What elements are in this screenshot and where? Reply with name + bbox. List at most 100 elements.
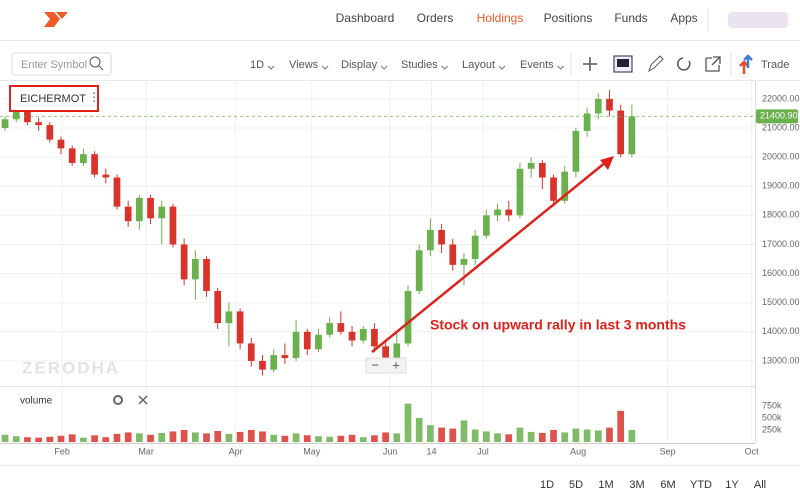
logo[interactable] — [44, 12, 60, 27]
range-button[interactable]: YTD — [690, 479, 712, 491]
candle-body — [203, 259, 210, 292]
volume-bar — [359, 437, 367, 442]
zoom-out[interactable]: − — [371, 357, 379, 372]
candle-body — [494, 209, 501, 216]
x-tick-label: Jun — [383, 446, 398, 456]
range-button[interactable]: 1D — [540, 479, 554, 491]
search-icon-handle — [98, 65, 104, 71]
candle-body — [404, 291, 412, 344]
volume-bar — [583, 429, 591, 442]
range-button[interactable]: 1Y — [725, 479, 739, 491]
candle-body — [180, 244, 188, 280]
nav-item[interactable]: Orders — [417, 11, 454, 25]
ranges: 1D 5D 1M 3M 6M YTD 1Y All — [540, 479, 766, 491]
toolbar-menu[interactable]: Layout — [462, 59, 495, 71]
volume-bar — [68, 434, 76, 442]
volume-bar — [214, 430, 222, 442]
popout-icon[interactable] — [705, 56, 721, 72]
candle-body — [371, 328, 378, 347]
candle-body — [124, 206, 132, 222]
search-box[interactable] — [11, 52, 112, 76]
annotation-arrow — [371, 161, 607, 353]
volume-bar — [460, 420, 468, 442]
add-icon[interactable] — [583, 57, 597, 71]
menu-caret — [321, 65, 329, 70]
volume-bar — [415, 418, 423, 442]
logo-part — [56, 12, 68, 19]
range-button[interactable]: All — [754, 479, 766, 491]
volume-bar — [113, 433, 121, 442]
volume-bar — [628, 430, 636, 442]
range-button[interactable]: 3M — [629, 479, 644, 491]
range-button[interactable]: 5D — [569, 479, 583, 491]
candle-body — [147, 197, 154, 219]
candle-body — [527, 162, 535, 169]
candle-body — [415, 250, 423, 292]
draw-icon[interactable] — [648, 55, 664, 73]
arrow-head — [600, 156, 614, 170]
y-tick-label: 16000.00 — [762, 268, 800, 278]
symbol-menu[interactable]: ⋮ — [88, 90, 100, 104]
volume-tick-label: 750k — [762, 400, 782, 410]
nav-item[interactable]: Funds — [614, 11, 647, 25]
y-tick-label: 17000.00 — [762, 239, 800, 249]
volume-bar — [57, 435, 65, 442]
volume-bar — [471, 429, 479, 442]
volume-tick-label: 500k — [762, 412, 782, 422]
x-tick-label: Apr — [229, 446, 243, 456]
volume-bar — [24, 437, 31, 442]
toolbar-menu[interactable]: 1D — [250, 59, 264, 71]
toolbar-menu[interactable]: Studies — [401, 59, 438, 71]
range-button[interactable]: 6M — [660, 479, 675, 491]
y-tick-label: 20000.00 — [762, 151, 800, 161]
menu-caret — [557, 65, 564, 70]
candle-body — [259, 360, 266, 370]
search-icon — [89, 56, 101, 68]
candle-body — [158, 206, 166, 219]
zoom-in[interactable]: + — [392, 357, 400, 372]
volume-bar — [91, 435, 98, 442]
y-tick-label: 14000.00 — [762, 326, 800, 336]
annotation: Stock on upward rally in last 3 months — [430, 317, 686, 333]
x-tick-label: Aug — [570, 446, 586, 456]
nav-item[interactable]: Positions — [544, 11, 593, 25]
candle-body — [281, 355, 289, 359]
symbol[interactable]: EICHERMOT — [20, 93, 86, 105]
toolbar-menu[interactable]: Display — [341, 59, 378, 71]
y-tick-label: 22000.00 — [762, 93, 800, 103]
volume-bar — [169, 431, 177, 442]
nav-item[interactable]: Holdings — [477, 11, 524, 25]
nav-item[interactable]: Apps — [670, 11, 697, 25]
volume-bar — [281, 435, 289, 442]
user-blur[interactable] — [728, 12, 788, 28]
volume-bar — [348, 434, 356, 442]
x-tick-label: Oct — [745, 446, 760, 456]
toolbar-menu[interactable]: Views — [289, 59, 319, 71]
x-tick-label: Sep — [660, 446, 676, 456]
menu-caret — [267, 65, 275, 70]
volume-close[interactable] — [138, 395, 148, 405]
candle-body — [337, 323, 345, 332]
volume-bar — [303, 435, 311, 442]
volume-settings[interactable] — [113, 395, 123, 405]
x-tick-label: 14 — [427, 446, 437, 456]
reset-icon[interactable] — [677, 57, 691, 71]
menu-caret — [498, 65, 506, 70]
volume-bar — [191, 432, 199, 442]
nav-item[interactable]: Dashboard — [336, 11, 395, 25]
candle-body — [102, 174, 110, 178]
trade-button[interactable]: Trade — [761, 59, 789, 71]
nav: Dashboard Orders Holdings Positions Funds App… — [336, 11, 698, 25]
candle-body — [393, 343, 401, 359]
candle-body — [214, 291, 222, 324]
volume-bar — [35, 437, 42, 442]
range-button[interactable]: 1M — [598, 479, 613, 491]
toolbar-menu[interactable]: Events — [520, 59, 554, 71]
candle-body — [12, 110, 20, 120]
symbol-highlight — [9, 85, 99, 112]
volume-bar — [550, 430, 557, 442]
chart: 13000.00 14000.00 15000.00 16000.00 17000.00… — [0, 82, 800, 456]
volume-bar — [136, 433, 143, 442]
